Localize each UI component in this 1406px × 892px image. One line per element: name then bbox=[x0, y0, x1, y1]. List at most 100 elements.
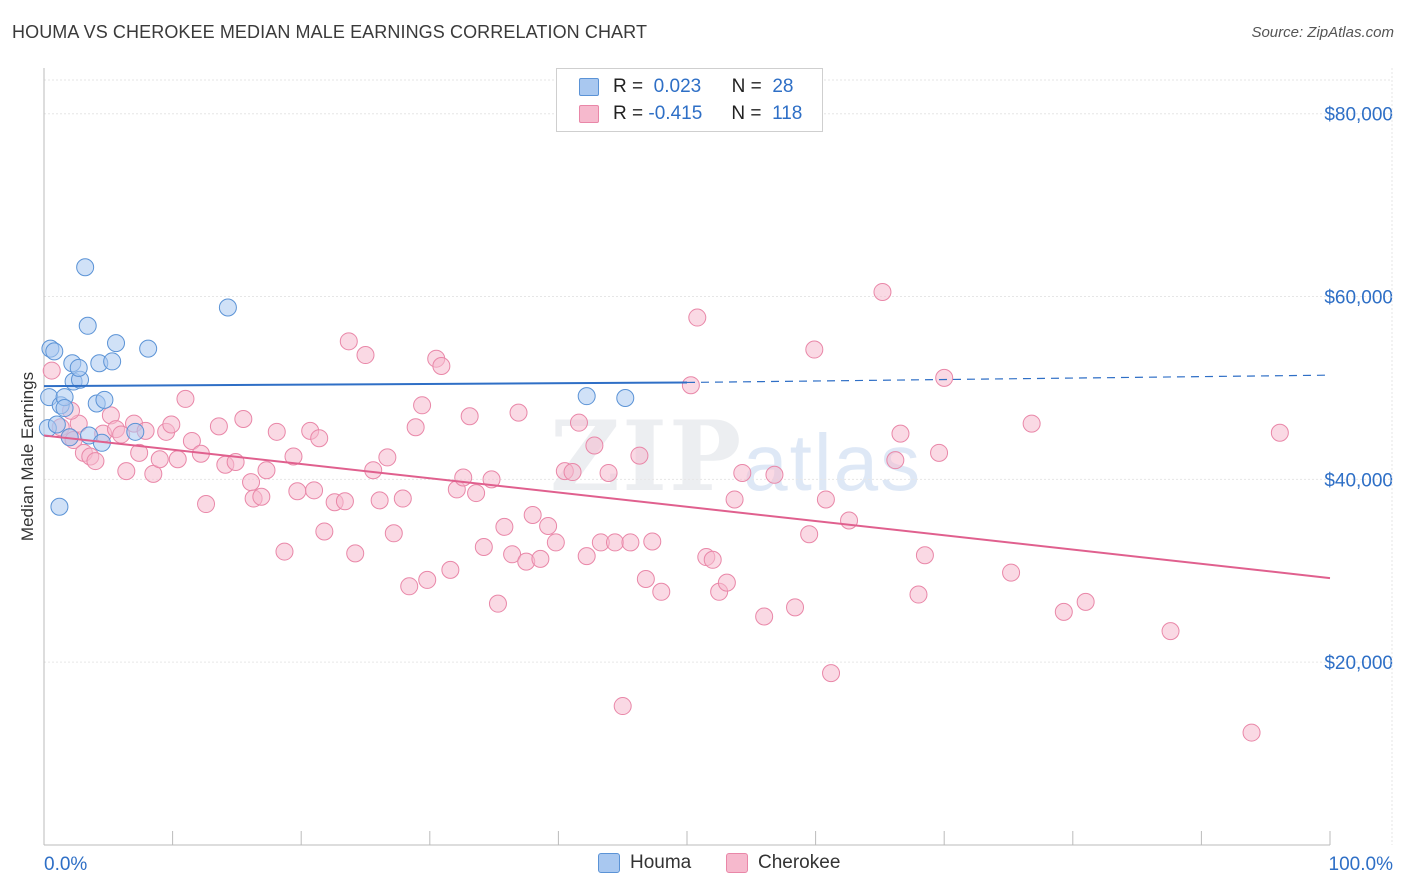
y-tick-label: $20,000 bbox=[1324, 653, 1393, 674]
cherokee-r-value: -0.415 bbox=[648, 103, 703, 124]
cherokee-point bbox=[915, 546, 934, 565]
cherokee-point bbox=[339, 332, 358, 351]
cherokee-point bbox=[930, 443, 949, 462]
legend-item-houma[interactable]: Houma bbox=[598, 852, 691, 874]
houma-r-value: 0.023 bbox=[653, 76, 702, 97]
cherokee-point bbox=[406, 418, 425, 437]
houma-point bbox=[78, 316, 97, 335]
x-tick-label-min: 0.0% bbox=[44, 854, 87, 875]
cherokee-point bbox=[305, 481, 324, 500]
cherokee-legend-label: Cherokee bbox=[758, 852, 841, 873]
cherokee-point bbox=[816, 490, 835, 509]
cherokee-point bbox=[315, 522, 334, 541]
y-axis-label: Median Male Earnings bbox=[18, 372, 37, 541]
cherokee-point bbox=[267, 422, 286, 441]
houma-point bbox=[126, 422, 145, 441]
cherokee-point bbox=[822, 664, 841, 683]
cherokee-trendline bbox=[43, 434, 1331, 580]
cherokee-n-label: N = bbox=[731, 103, 762, 124]
houma-point bbox=[76, 258, 95, 277]
cherokee-point bbox=[717, 573, 736, 592]
cherokee-point bbox=[1270, 423, 1289, 442]
houma-point bbox=[50, 497, 69, 516]
cherokee-point bbox=[117, 462, 136, 481]
cherokee-point bbox=[725, 490, 744, 509]
cherokee-point bbox=[621, 533, 640, 552]
houma-point bbox=[107, 334, 126, 353]
cherokee-point bbox=[1002, 563, 1021, 582]
houma-point bbox=[577, 387, 596, 406]
cherokee-r-label: R = bbox=[613, 103, 644, 124]
cherokee-point bbox=[886, 451, 905, 470]
cherokee-point bbox=[288, 482, 307, 501]
cherokee-point bbox=[765, 465, 784, 484]
cherokee-point bbox=[1161, 622, 1180, 641]
cherokee-point bbox=[356, 346, 375, 365]
cherokee-point bbox=[688, 308, 707, 327]
houma-point bbox=[139, 339, 158, 358]
cherokee-point bbox=[1054, 602, 1073, 621]
cherokee-point bbox=[786, 598, 805, 617]
cherokee-point bbox=[495, 517, 514, 536]
cherokee-n-value: 118 bbox=[772, 103, 803, 124]
cherokee-point bbox=[805, 340, 824, 359]
cherokee-point bbox=[563, 463, 582, 482]
houma-n-value: 28 bbox=[772, 76, 794, 97]
houma-point bbox=[103, 352, 122, 371]
cherokee-point bbox=[252, 487, 271, 506]
cherokee-point bbox=[378, 448, 397, 467]
cherokee-point bbox=[42, 361, 61, 380]
houma-n-label: N = bbox=[731, 76, 762, 97]
cherokee-point bbox=[310, 429, 329, 448]
stats-legend: R = 0.023 N = 28 R = -0.415 N = 118 bbox=[556, 68, 823, 132]
cherokee-point bbox=[346, 544, 365, 563]
cherokee-point bbox=[613, 697, 632, 716]
cherokee-point bbox=[509, 403, 528, 422]
cherokee-point bbox=[585, 436, 604, 455]
y-tick-label: $40,000 bbox=[1324, 470, 1393, 491]
cherokee-point bbox=[577, 547, 596, 566]
cherokee-point bbox=[432, 357, 451, 376]
cherokee-point bbox=[413, 396, 432, 415]
cherokee-point bbox=[182, 431, 201, 450]
cherokee-point bbox=[630, 446, 649, 465]
cherokee-point bbox=[467, 484, 486, 503]
cherokee-point bbox=[755, 607, 774, 626]
cherokee-point bbox=[234, 410, 253, 429]
cherokee-point bbox=[275, 542, 294, 561]
houma-point bbox=[45, 342, 64, 361]
cherokee-point bbox=[130, 443, 149, 462]
cherokee-point bbox=[909, 585, 928, 604]
cherokee-point bbox=[800, 525, 819, 544]
cherokee-point bbox=[1076, 592, 1095, 611]
cherokee-legend-swatch bbox=[726, 853, 748, 873]
cherokee-swatch bbox=[579, 105, 599, 123]
cherokee-point bbox=[150, 450, 169, 469]
cherokee-point bbox=[482, 470, 501, 489]
cherokee-point bbox=[523, 506, 542, 525]
cherokee-point bbox=[488, 594, 507, 613]
cherokee-point bbox=[257, 461, 276, 480]
legend-row-houma: R = 0.023 N = 28 bbox=[579, 76, 793, 98]
cherokee-point bbox=[643, 532, 662, 551]
houma-point bbox=[95, 390, 114, 409]
x-tick-label-max: 100.0% bbox=[1329, 854, 1394, 875]
houma-point bbox=[616, 388, 635, 407]
cherokee-point bbox=[162, 415, 181, 434]
cherokee-point bbox=[935, 368, 954, 387]
cherokee-point bbox=[400, 577, 419, 596]
cherokee-point bbox=[636, 569, 655, 588]
cherokee-point bbox=[370, 491, 389, 510]
cherokee-point bbox=[539, 516, 558, 535]
legend-item-cherokee[interactable]: Cherokee bbox=[726, 852, 840, 874]
houma-trendline bbox=[43, 381, 688, 388]
cherokee-point bbox=[197, 495, 216, 514]
houma-r-label: R = bbox=[613, 76, 644, 97]
cherokee-point bbox=[703, 550, 722, 569]
cherokee-point bbox=[546, 533, 565, 552]
cherokee-point bbox=[891, 424, 910, 443]
cherokee-point bbox=[364, 461, 383, 480]
houma-point bbox=[47, 415, 66, 434]
cherokee-point bbox=[168, 450, 187, 469]
